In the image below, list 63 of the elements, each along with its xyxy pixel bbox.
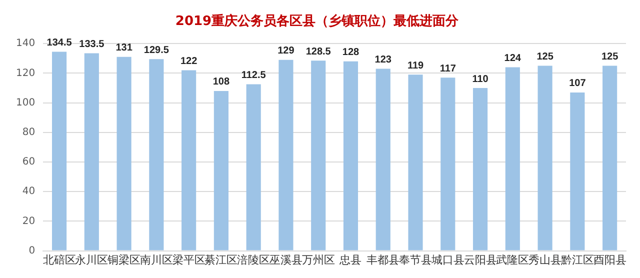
bar: [214, 90, 228, 250]
data-label: 131: [116, 42, 133, 54]
bar: [472, 88, 488, 250]
y-tick-label: 60: [22, 156, 36, 168]
x-tick-label: 梁平区: [172, 253, 206, 266]
y-tick-label: 100: [16, 97, 36, 108]
bar: [311, 60, 326, 250]
data-label: 133.5: [79, 38, 105, 50]
data-label: 125: [601, 52, 619, 63]
data-label: 128.5: [306, 46, 332, 58]
bar: [52, 52, 67, 250]
x-tick-label: 忠县: [338, 253, 362, 266]
x-tick-label: 丰都县: [366, 253, 400, 266]
data-label: 128: [342, 47, 360, 58]
x-tick-label: 涪陵区: [237, 253, 270, 266]
data-label: 129.5: [144, 44, 170, 56]
y-tick-label: 20: [22, 216, 36, 227]
x-tick-label: 黔江区: [560, 253, 594, 266]
bar: [84, 53, 99, 250]
x-tick-label: 秀山县: [528, 253, 562, 266]
x-tick-label: 酉阳县: [593, 253, 626, 266]
y-tick-label: 80: [22, 126, 36, 138]
y-tick-label: 120: [16, 68, 36, 79]
data-label: 123: [374, 54, 392, 66]
data-label: 125: [536, 52, 554, 63]
y-tick-label: 0: [28, 245, 36, 256]
bar: [343, 61, 358, 250]
bar: [149, 59, 164, 250]
data-label: 129: [278, 46, 295, 57]
x-tick-label: 北碚区: [42, 253, 76, 266]
data-label: 134.5: [46, 37, 72, 48]
bar: [116, 56, 132, 250]
x-tick-label: 巫溪县: [269, 253, 302, 266]
x-tick-label: 城口县: [430, 253, 464, 266]
x-tick-label: 奉节县: [399, 253, 432, 266]
data-label: 122: [180, 56, 198, 67]
y-tick-label: 40: [22, 186, 36, 198]
x-tick-label: 万州区: [302, 253, 335, 266]
x-tick-label: 武隆区: [496, 253, 530, 266]
data-label: 107: [569, 78, 586, 90]
bar: [376, 68, 390, 250]
data-label: 119: [407, 60, 424, 72]
bar: [246, 84, 261, 250]
data-label: 124: [504, 53, 522, 64]
x-tick-label: 永川区: [75, 253, 108, 266]
bar: [408, 74, 423, 250]
data-label: 117: [440, 63, 456, 74]
bar: [570, 92, 585, 250]
data-label: 112.5: [241, 70, 266, 82]
x-tick-label: 綦江区: [204, 253, 238, 266]
x-tick-label: 铜梁区: [106, 253, 141, 266]
bar: [278, 60, 294, 250]
bar: [182, 70, 196, 250]
bar: [440, 78, 456, 250]
bar: [505, 67, 520, 250]
bar: [538, 66, 552, 250]
bar: [602, 66, 618, 250]
data-label: 110: [472, 74, 489, 85]
x-tick-label: 南川区: [140, 253, 173, 266]
data-label: 108: [212, 76, 230, 88]
chart-title: 2019重庆公务员各区县（乡镇职位）最低进面分: [175, 13, 460, 30]
y-tick-label: 140: [16, 38, 36, 50]
x-tick-label: 云阳县: [464, 253, 497, 266]
